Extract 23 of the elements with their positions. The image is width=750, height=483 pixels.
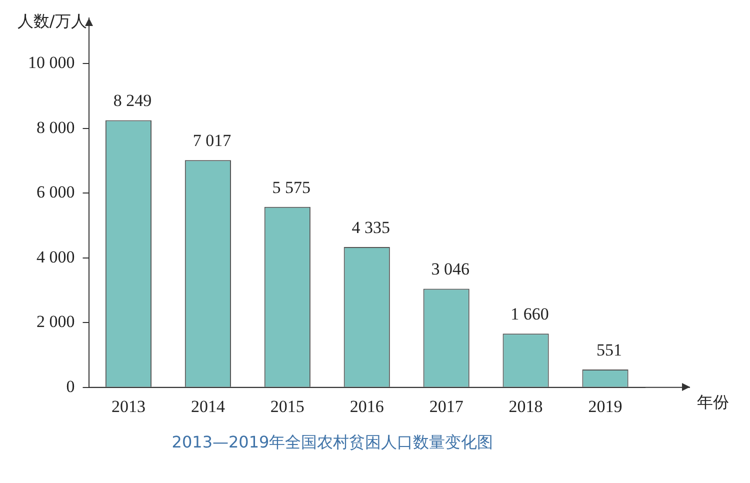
x-tick-label: 2014 [190,397,226,416]
x-tick-label: 2015 [270,397,304,416]
y-tick-label: 0 [66,376,75,396]
data-label: 8 249 [113,91,152,110]
y-tick-label: 2 000 [36,312,75,332]
x-tick-label: 2017 [429,397,464,416]
x-tick-label: 2013 [111,397,146,416]
x-tick-label: 2016 [350,397,384,416]
text: 2013—2019年全国农村贫困人口数量变化图 [172,432,494,452]
data-label: 7 017 [192,131,232,150]
y-axis-title: 人数/万人 [17,11,87,30]
data-label: 3 046 [431,260,470,279]
y-tick-label: 10 000 [28,53,75,72]
data-label: 1 660 [510,304,549,324]
y-tick-label: 4 000 [36,247,75,266]
y-tick-label: 8 000 [36,118,75,137]
data-label: 5 575 [272,178,311,197]
x-tick-label: 2018 [508,397,543,416]
x-tick-label: 2019 [588,397,622,416]
data-label: 551 [596,340,622,360]
x-axis-title: 年份 [697,392,729,412]
data-label: 4 335 [352,218,390,237]
y-tick-label: 6 000 [36,182,75,202]
